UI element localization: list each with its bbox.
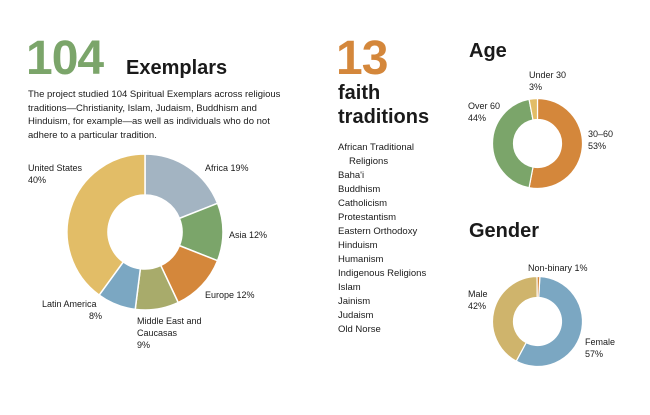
slice-under-30: [528, 97, 539, 121]
label-non-binary: Non-binary 1%: [528, 263, 588, 273]
traditions-list: African Traditional Religions Baha'i Buddh…: [338, 141, 448, 337]
gender-heading: Gender: [469, 220, 540, 242]
tradition-item: Buddhism: [338, 184, 381, 195]
exemplars-count: 104: [26, 32, 104, 85]
tradition-item: Islam: [338, 282, 361, 293]
slice-30-60: [528, 97, 584, 190]
label-latin-america: Latin America 8%: [42, 299, 103, 321]
tradition-item: Old Norse: [338, 324, 381, 335]
label-europe: Europe 12%: [205, 290, 255, 300]
slice-male: [491, 275, 538, 362]
label-africa: Africa 19%: [205, 163, 249, 173]
label-united-states: United States 40%: [28, 163, 83, 185]
slice-over-60: [491, 98, 534, 189]
label-asia: Asia 12%: [229, 230, 268, 240]
slice-united-states: [66, 153, 146, 297]
tradition-item: African Traditional Religions: [338, 142, 415, 167]
tradition-item: Jainism: [338, 296, 371, 307]
faith-count: 13: [336, 32, 388, 85]
label-female: Female 57%: [585, 337, 616, 359]
slice-female: [515, 275, 584, 368]
label-under-30: Under 30 3%: [529, 70, 567, 92]
tradition-item: Eastern Orthodoxy: [338, 226, 418, 237]
tradition-item: Baha'i: [338, 170, 365, 181]
tradition-item: Protestantism: [338, 212, 397, 223]
gender-donut-chart: [491, 275, 584, 368]
tradition-item: Catholicism: [338, 198, 388, 209]
tradition-item: Judaism: [338, 310, 374, 321]
age-heading: Age: [469, 40, 507, 62]
tradition-item: Hinduism: [338, 240, 378, 251]
exemplars-description: The project studied 104 Spiritual Exempl…: [28, 89, 281, 141]
region-donut-chart: [66, 153, 224, 310]
label-30-60: 30–60 53%: [588, 129, 614, 151]
label-over-60: Over 60 44%: [468, 101, 501, 123]
age-donut-chart: [491, 97, 584, 190]
label-male: Male 42%: [468, 289, 488, 311]
faith-title-line2: traditions: [338, 106, 430, 128]
label-middle-east: Middle East and Caucasas 9%: [137, 316, 202, 350]
slice-non-binary: [536, 275, 541, 299]
tradition-item: Indigenous Religions: [338, 268, 427, 279]
tradition-item: Humanism: [338, 254, 384, 265]
faith-title-line1: faith: [338, 82, 381, 104]
exemplars-heading: Exemplars: [126, 57, 228, 79]
